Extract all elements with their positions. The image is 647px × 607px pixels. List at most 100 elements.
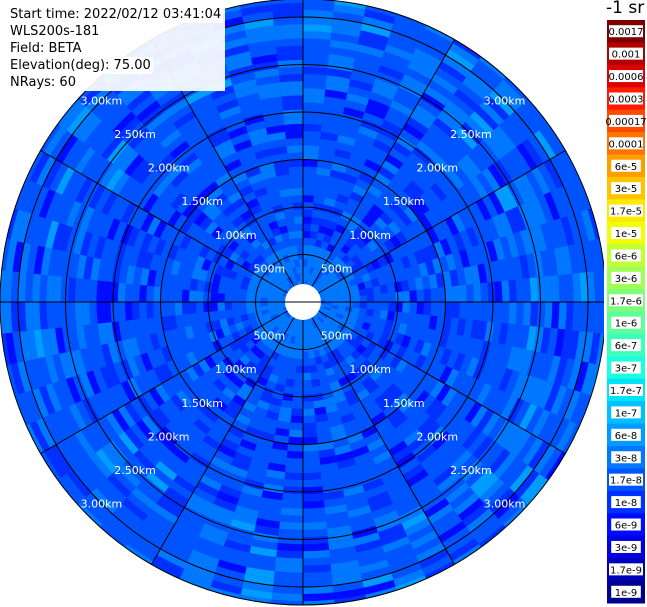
- radar-gate-cell: [167, 244, 180, 261]
- radar-gate-cell: [199, 113, 222, 130]
- radar-gate-cell: [54, 250, 67, 277]
- radar-gate-cell: [543, 159, 564, 189]
- radar-gate-cell: [183, 429, 203, 447]
- radar-gate-cell: [381, 264, 392, 276]
- radar-gate-cell: [303, 486, 324, 495]
- radar-gate-cell: [560, 216, 575, 246]
- radar-gate-cell: [240, 282, 249, 291]
- radar-gate-cell: [279, 247, 288, 257]
- radar-gate-cell: [303, 507, 326, 516]
- radar-gate-cell: [46, 275, 55, 302]
- radar-gate-cell: [303, 202, 314, 210]
- radar-gate-cell: [313, 349, 321, 358]
- radar-gate-cell: [107, 386, 125, 409]
- radar-gate-cell: [334, 223, 346, 235]
- radar-gate-cell: [491, 215, 507, 239]
- radar-gate-cell: [371, 235, 384, 248]
- radar-gate-cell: [284, 289, 289, 293]
- radar-gate-cell: [292, 252, 299, 261]
- radar-gate-cell: [140, 352, 154, 372]
- radar-gate-cell: [289, 335, 296, 344]
- radar-gate-cell: [181, 289, 190, 302]
- radar-gate-cell: [365, 209, 380, 223]
- radar-gate-cell: [101, 478, 127, 504]
- radar-gate-cell: [574, 211, 589, 243]
- radar-gate-cell: [80, 151, 102, 178]
- radar-gate-cell: [363, 431, 382, 446]
- radar-gate-cell: [349, 191, 364, 204]
- radar-gate-cell: [317, 441, 335, 451]
- radar-gate-cell: [83, 256, 94, 280]
- radar-gate-cell: [232, 512, 258, 526]
- radar-gate-cell: [271, 153, 289, 163]
- radar-gate-cell: [284, 311, 289, 315]
- radar-gate-cell: [441, 440, 462, 461]
- radar-gate-cell: [508, 302, 517, 325]
- radar-gate-cell: [231, 394, 246, 407]
- radar-gate-cell: [331, 319, 341, 328]
- radar-gate-cell: [228, 324, 238, 334]
- radar-gate-cell: [299, 330, 303, 338]
- radar-gate-cell: [519, 229, 533, 255]
- radar-gate-cell: [407, 152, 427, 170]
- radar-gate-cell: [371, 503, 396, 519]
- radar-gate-cell: [91, 487, 118, 514]
- radar-gate-cell: [288, 320, 295, 329]
- radar-gate-cell: [409, 290, 417, 302]
- range-ring-label: 3.00km: [81, 94, 123, 107]
- radar-gate-cell: [281, 316, 289, 324]
- radar-gate-cell: [494, 302, 503, 323]
- radar-gate-cell: [533, 444, 556, 474]
- radar-gate-cell: [205, 342, 217, 356]
- radar-gate-cell: [403, 429, 423, 447]
- radar-gate-cell: [335, 284, 344, 291]
- radar-gate-cell: [223, 184, 239, 199]
- radar-gate-cell: [189, 302, 197, 314]
- radar-gate-cell: [112, 468, 137, 493]
- radar-gate-cell: [289, 238, 298, 247]
- radar-gate-cell: [317, 225, 328, 235]
- radar-gate-cell: [235, 203, 250, 216]
- radar-gate-cell: [265, 213, 277, 224]
- radar-gate-cell: [247, 464, 268, 477]
- colorbar-label-bg: [611, 406, 641, 419]
- radar-gate-cell: [349, 438, 367, 452]
- radar-gate-cell: [529, 302, 539, 327]
- radar-gate-cell: [487, 163, 507, 188]
- radar-gate-cell: [285, 269, 292, 278]
- radar-gate-cell: [285, 261, 292, 270]
- radar-gate-cell: [395, 291, 403, 302]
- radar-gate-cell: [388, 147, 408, 164]
- radar-gate-cell: [479, 100, 505, 126]
- radar-gate-cell: [298, 319, 302, 324]
- radar-gate-cell: [388, 201, 404, 217]
- radar-gate-cell: [59, 197, 76, 225]
- radar-gate-cell: [527, 134, 550, 164]
- radar-gate-cell: [430, 402, 448, 422]
- radar-gate-cell: [226, 209, 241, 223]
- radar-gate-cell: [265, 183, 280, 194]
- colorbar-label-bg: [611, 451, 641, 464]
- radar-gate-cell: [80, 426, 102, 453]
- radar-gate-cell: [231, 302, 240, 310]
- radar-gate-cell: [156, 497, 182, 518]
- radar-gate-cell: [313, 195, 326, 205]
- radar-gate-cell: [351, 290, 360, 297]
- radar-gate-cell: [303, 52, 330, 62]
- radar-gate-cell: [424, 398, 442, 417]
- radar-gate-cell: [233, 315, 243, 325]
- radar-gate-cell: [329, 322, 338, 331]
- radar-gate-cell: [458, 302, 467, 320]
- radar-gate-cell: [26, 150, 44, 181]
- radar-gate-cell: [504, 116, 528, 143]
- radar-gate-cell: [217, 198, 232, 212]
- radar-gate-cell: [87, 155, 108, 181]
- radar-gate-cell: [263, 176, 278, 187]
- radar-gate-cell: [179, 218, 194, 235]
- radar-gate-cell: [435, 383, 452, 403]
- radar-gate-cell: [235, 413, 251, 426]
- radar-gate-cell: [285, 138, 303, 147]
- radar-gate-cell: [191, 226, 206, 242]
- radar-gate-cell: [318, 347, 327, 357]
- radar-gate-cell: [326, 183, 341, 194]
